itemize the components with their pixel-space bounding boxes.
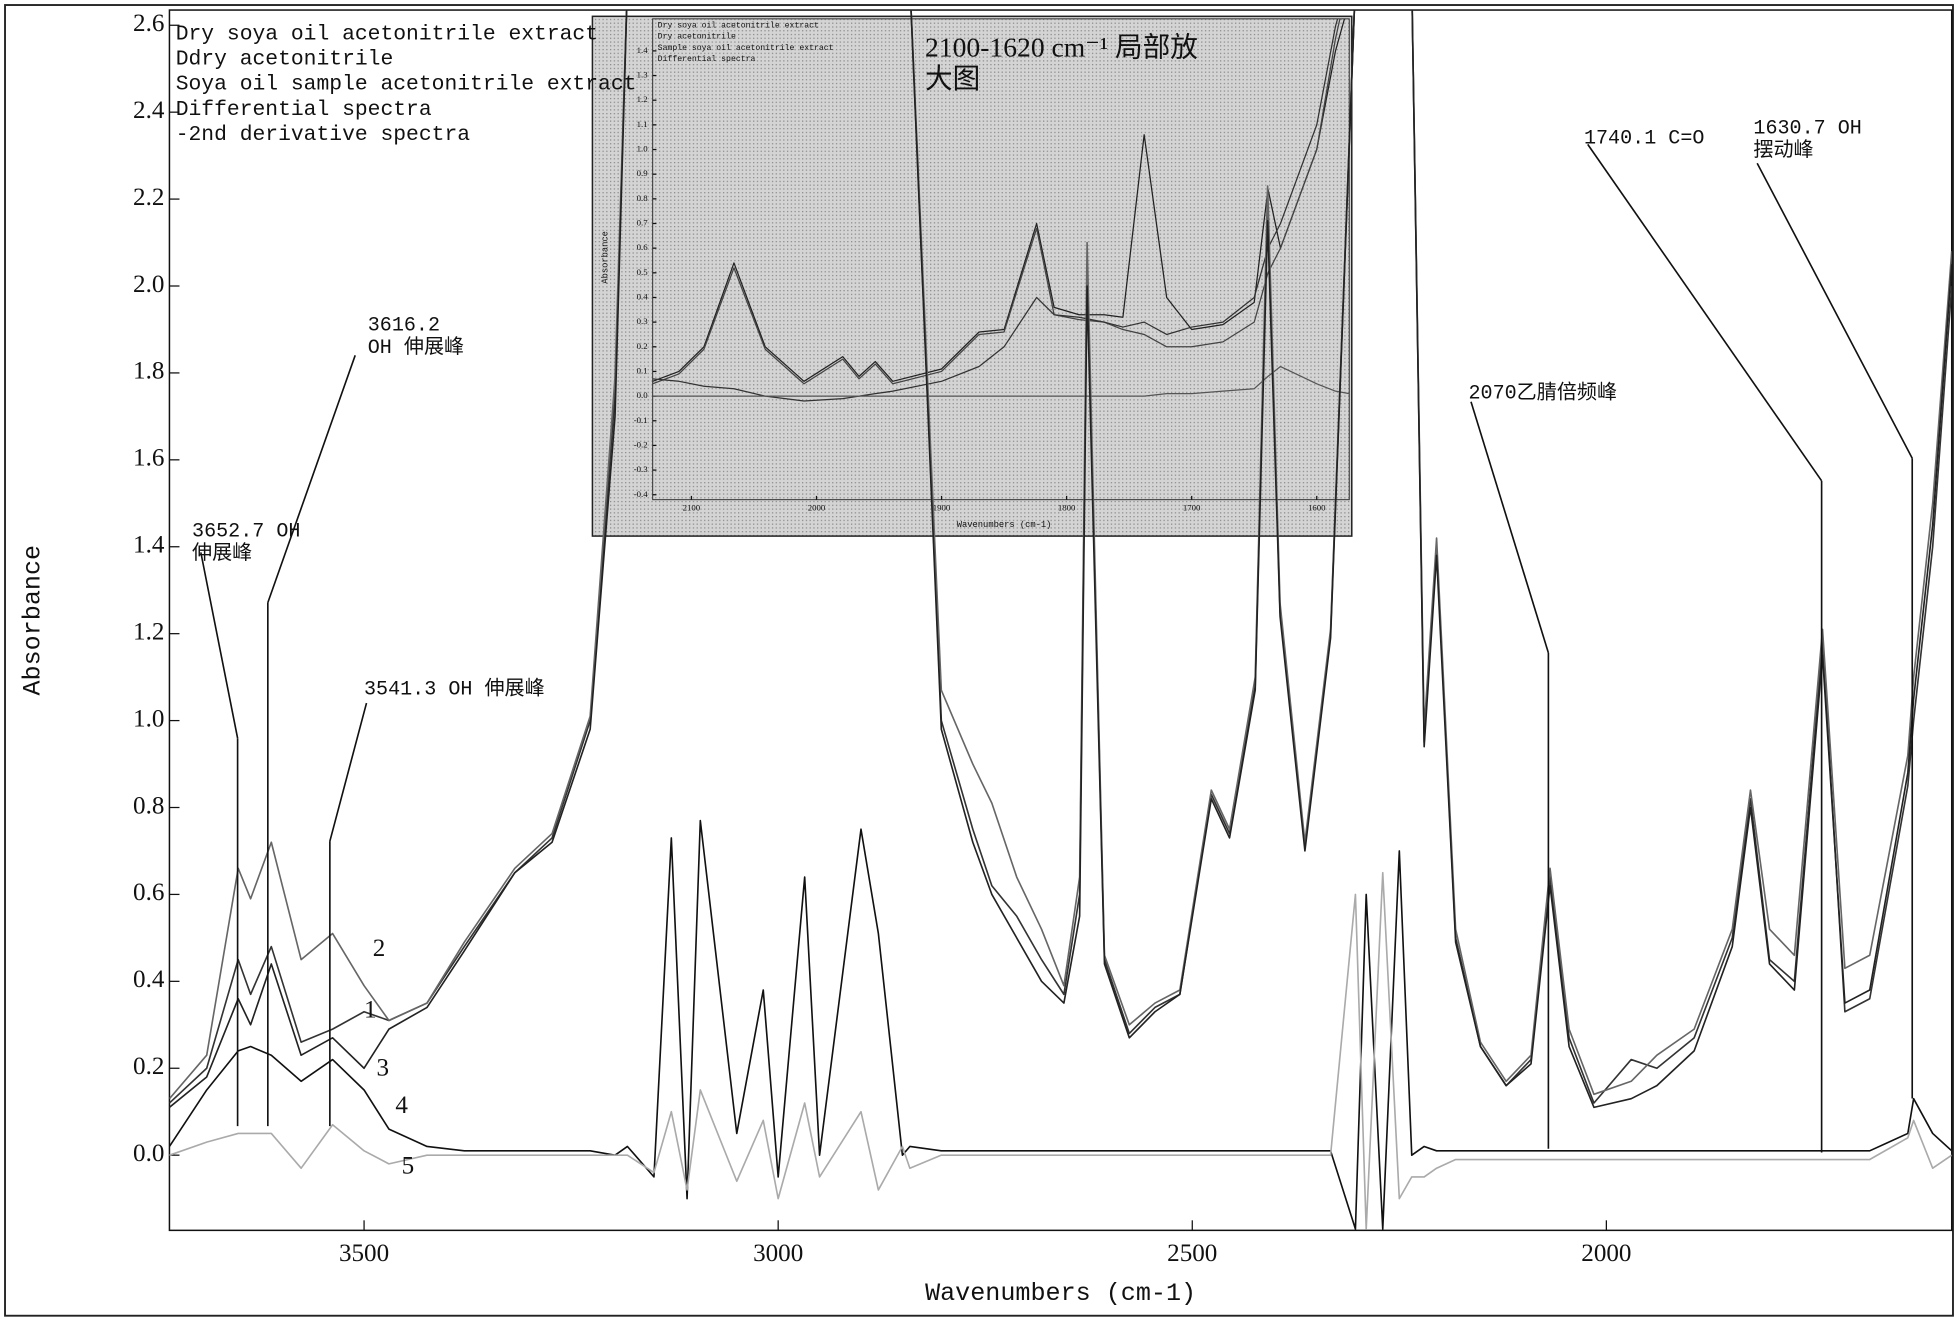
annotation: 3652.7 OH — [192, 520, 300, 543]
annotation: 3541.3 OH 伸展峰 — [364, 677, 545, 702]
y-tick-label: 1.8 — [133, 358, 164, 385]
annotation: 2070乙腈倍频峰 — [1469, 380, 1618, 405]
legend-label: Differential spectra — [658, 54, 756, 64]
x-tick-label: 2000 — [808, 502, 826, 512]
chart: 2100-1620 cm⁻¹ 局部放大图 -0.4 -0.3 -0.2 -0.1 0.0 0… — [0, 0, 1958, 1322]
curve-label: 2 — [373, 935, 386, 962]
legend-label: Dry soya oil acetonitrile extract — [176, 23, 598, 47]
y-tick-label: 0.7 — [637, 218, 649, 228]
y-tick-label: 0.0 — [133, 1140, 164, 1167]
annotation: OH 伸展峰 — [368, 335, 464, 360]
y-tick-label: 0.1 — [637, 365, 648, 375]
legend-label: -2nd derivative spectra — [176, 123, 471, 147]
curve-label: 4 — [395, 1092, 408, 1119]
curve-label: 5 — [402, 1152, 415, 1179]
y-tick-label: 1.0 — [637, 144, 649, 154]
legend-label: Differential spectra — [176, 98, 432, 122]
x-tick-label: 3000 — [753, 1240, 803, 1267]
y-tick-label: 2.0 — [133, 271, 164, 298]
y-tick-label: 0.2 — [637, 341, 648, 351]
legend-label: Soya oil sample acetonitrile extract — [176, 73, 637, 97]
y-axis-label: Absorbance — [18, 545, 47, 696]
x-axis-label: Wavenumbers (cm-1) — [925, 1279, 1196, 1308]
y-tick-label: 0.9 — [637, 168, 649, 178]
x-tick-label: 1600 — [1308, 502, 1326, 512]
y-tick-label: -0.2 — [634, 439, 648, 449]
x-tick-label: 1800 — [1058, 502, 1076, 512]
legend-label: Dry acetonitrile — [658, 32, 736, 42]
y-tick-label: 0.6 — [637, 242, 649, 252]
leader-line — [1588, 144, 1822, 480]
legend-label: Sample soya oil acetonitrile extract — [658, 43, 834, 53]
annotation: 摆动峰 — [1753, 138, 1813, 163]
x-tick-label: 2000 — [1581, 1240, 1631, 1267]
y-axis-label: Absorbance — [600, 231, 610, 284]
page: {"chart_data": [ {"type": "line", "xlabe… — [0, 0, 1958, 1322]
y-tick-label: 1.3 — [637, 70, 649, 80]
y-tick-label: 1.4 — [637, 45, 649, 55]
inset-layer: 2100-1620 cm⁻¹ 局部放大图 -0.4 -0.3 -0.2 -0.1 0.0 0… — [592, 0, 1351, 536]
x-tick-label: 3500 — [339, 1240, 389, 1267]
y-tick-label: 1.1 — [637, 119, 648, 129]
leader-line — [1471, 402, 1548, 653]
leader-line — [268, 355, 355, 602]
y-tick-label: 2.2 — [133, 184, 164, 211]
y-tick-label: 0.6 — [133, 879, 164, 906]
y-tick-label: 0.4 — [133, 966, 165, 993]
y-tick-label: 1.2 — [133, 618, 164, 645]
annotation: 3616.2 — [368, 314, 440, 337]
x-tick-label: 1700 — [1183, 502, 1201, 512]
y-tick-label: 1.4 — [133, 532, 165, 559]
inset-panel — [592, 16, 1351, 536]
y-tick-label: 2.6 — [133, 10, 164, 37]
y-tick-label: 1.6 — [133, 445, 164, 472]
y-tick-label: 1.0 — [133, 705, 164, 732]
inset-title: 大图 — [925, 63, 980, 94]
series-line — [169, 821, 1951, 1230]
y-tick-label: 0.8 — [637, 193, 649, 203]
annotation: 伸展峰 — [192, 541, 252, 566]
x-axis-label: Wavenumbers (cm-1) — [957, 520, 1052, 530]
x-tick-label: 2500 — [1167, 1240, 1217, 1267]
series-line — [169, 873, 1951, 1229]
y-tick-label: -0.1 — [634, 415, 648, 425]
legend-label: Ddry acetonitrile — [176, 48, 394, 72]
leader-line — [1757, 163, 1912, 458]
leader-line — [201, 552, 238, 738]
inset-title: 2100-1620 cm⁻¹ 局部放 — [925, 32, 1198, 63]
annotation: 1740.1 C=O — [1584, 127, 1704, 150]
y-tick-label: -0.4 — [634, 489, 648, 499]
annotation: 1630.7 OH — [1753, 117, 1861, 140]
y-tick-label: -0.3 — [634, 464, 648, 474]
y-tick-label: 0.5 — [637, 267, 649, 277]
y-tick-label: 0.8 — [133, 792, 164, 819]
x-tick-label: 2100 — [683, 502, 701, 512]
y-tick-label: 0.0 — [637, 390, 649, 400]
curve-label: 1 — [364, 997, 377, 1024]
y-tick-label: 2.4 — [133, 97, 165, 124]
x-tick-label: 1900 — [933, 502, 951, 512]
curve-label: 3 — [377, 1054, 390, 1081]
y-tick-label: 0.3 — [637, 316, 649, 326]
y-tick-label: 0.4 — [637, 291, 649, 301]
y-tick-label: 0.2 — [133, 1053, 164, 1080]
leader-line — [330, 703, 367, 841]
y-tick-label: 1.2 — [637, 94, 648, 104]
legend-label: Dry soya oil acetonitrile extract — [658, 20, 819, 30]
